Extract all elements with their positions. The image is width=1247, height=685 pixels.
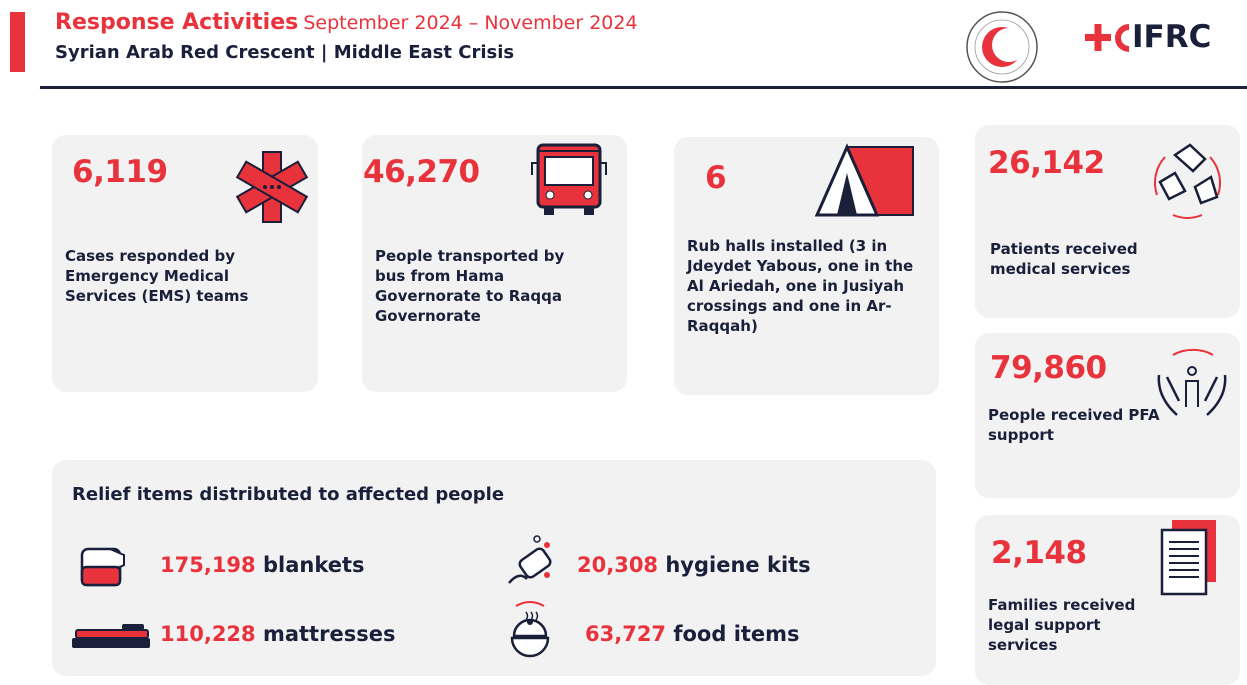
- relief-item: 20,308 hygiene kits: [577, 553, 811, 577]
- blanket-icon: [80, 547, 125, 587]
- period: September 2024 – November 2024: [303, 12, 638, 34]
- card-label: People received PFA support: [988, 406, 1160, 444]
- item-value: 110,228: [160, 622, 256, 646]
- card-label: Patients received medical services: [990, 240, 1138, 278]
- card-value: 46,270: [363, 154, 480, 190]
- relief-card: [52, 460, 936, 676]
- tent-icon: [814, 143, 914, 217]
- title-line: Response Activities September 2024 – Nov…: [55, 10, 638, 35]
- hands-icon: [1154, 143, 1221, 219]
- sarc-logo: [966, 11, 1038, 83]
- card: [975, 333, 1240, 498]
- hygiene-icon: [508, 535, 552, 584]
- subtitle: Syrian Arab Red Crescent | Middle East C…: [55, 42, 515, 63]
- item-value: 63,727: [585, 622, 667, 646]
- item-label: hygiene kits: [665, 553, 811, 577]
- card-value: 6: [705, 160, 727, 196]
- mattress-icon: [72, 624, 150, 648]
- card-label: Cases responded by Emergency Medical Ser…: [65, 247, 249, 305]
- ifrc-symbols: [1085, 24, 1129, 52]
- card-label: People transported by bus from Hama Gove…: [375, 247, 565, 325]
- header-rule: [40, 86, 1247, 89]
- title: Response Activities: [55, 10, 299, 35]
- item-label: blankets: [262, 553, 365, 577]
- relief-item: 63,727 food items: [585, 622, 800, 646]
- item-label: mattresses: [262, 622, 396, 646]
- accent-bar: [10, 12, 25, 72]
- card-value: 26,142: [988, 145, 1105, 181]
- card-value: 2,148: [991, 535, 1087, 571]
- pfa-icon: [1157, 348, 1227, 416]
- ems-icon: [235, 151, 309, 223]
- card-value: 6,119: [72, 154, 168, 190]
- item-value: 175,198: [160, 553, 256, 577]
- card-value: 79,860: [990, 350, 1107, 386]
- item-value: 20,308: [577, 553, 659, 577]
- card-label: Families received legal support services: [988, 596, 1136, 654]
- bus-icon: [531, 143, 607, 215]
- relief-title: Relief items distributed to affected peo…: [72, 484, 505, 505]
- food-icon: [510, 601, 550, 658]
- relief-item: 175,198 blankets: [160, 553, 365, 577]
- item-label: food items: [673, 622, 800, 646]
- document-icon: [1160, 520, 1216, 596]
- card-label: Rub halls installed (3 in Jdeydet Yabous…: [687, 237, 914, 335]
- ifrc-logo: IFRC: [1132, 19, 1212, 55]
- relief-item: 110,228 mattresses: [160, 622, 395, 646]
